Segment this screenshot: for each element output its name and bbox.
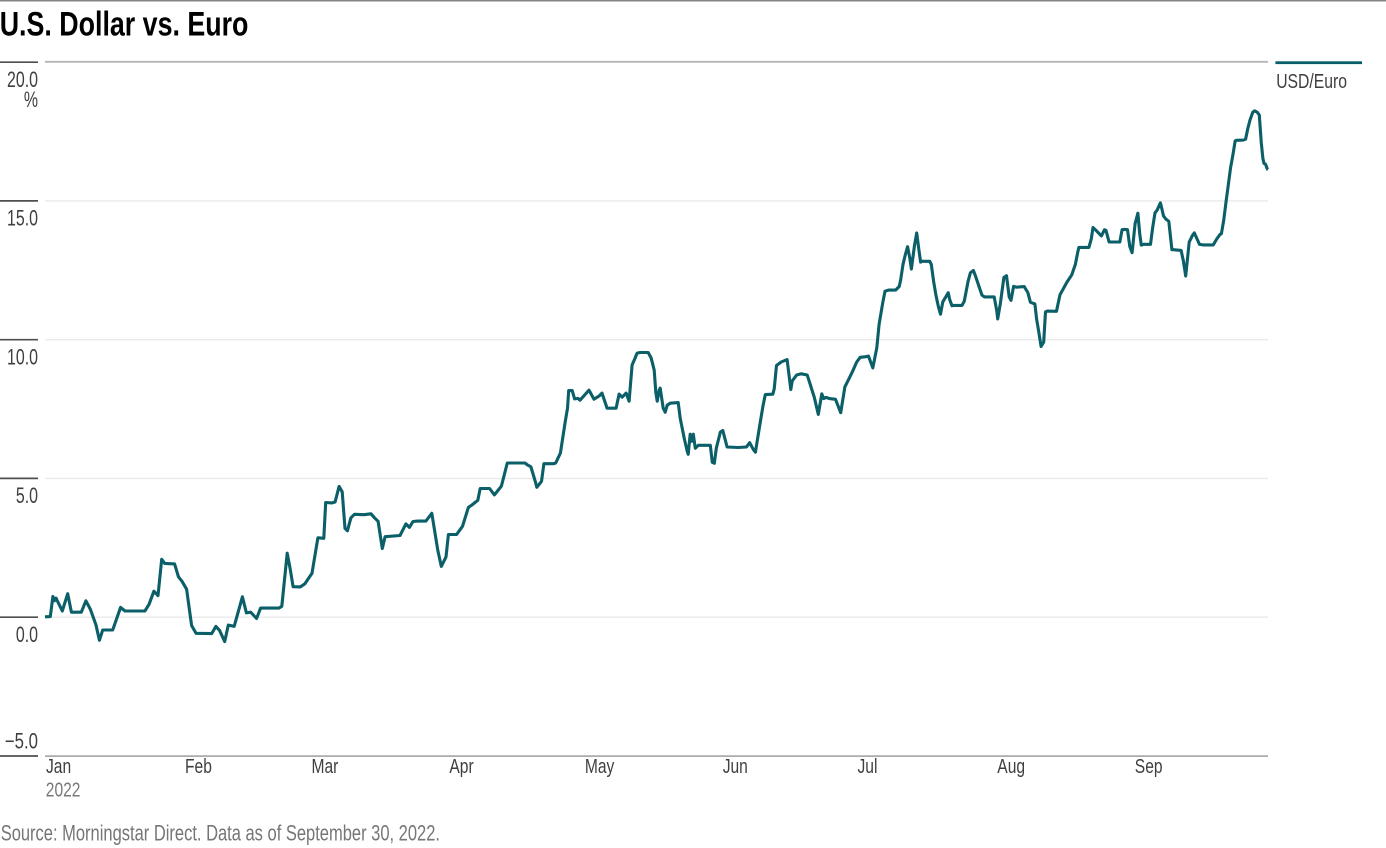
- svg-text:20.0: 20.0: [7, 69, 38, 93]
- svg-text:Jun: Jun: [723, 755, 748, 777]
- svg-text:−5.0: −5.0: [5, 730, 38, 755]
- svg-text:10.0: 10.0: [7, 346, 38, 370]
- svg-text:2022: 2022: [46, 778, 81, 800]
- svg-text:0.0: 0.0: [16, 624, 38, 648]
- svg-text:USD/Euro: USD/Euro: [1276, 69, 1347, 93]
- svg-text:Source: Morningstar Direct. Da: Source: Morningstar Direct. Data as of S…: [1, 822, 440, 846]
- svg-text:Aug: Aug: [997, 755, 1025, 777]
- svg-text:%: %: [24, 89, 38, 113]
- svg-text:5.0: 5.0: [16, 485, 38, 509]
- svg-text:Jul: Jul: [858, 755, 878, 777]
- svg-text:Jan: Jan: [46, 755, 71, 777]
- svg-text:Sep: Sep: [1135, 755, 1163, 777]
- svg-text:May: May: [585, 755, 614, 777]
- svg-text:Feb: Feb: [185, 755, 212, 777]
- svg-text:Mar: Mar: [312, 755, 339, 777]
- svg-text:Apr: Apr: [449, 755, 473, 777]
- svg-text:15.0: 15.0: [7, 207, 38, 231]
- svg-text:U.S. Dollar vs. Euro: U.S. Dollar vs. Euro: [0, 4, 248, 43]
